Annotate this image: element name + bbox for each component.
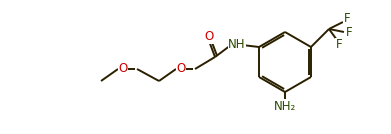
Text: F: F xyxy=(335,38,342,51)
Text: NH: NH xyxy=(228,38,246,51)
Text: O: O xyxy=(176,62,186,75)
Text: O: O xyxy=(204,31,213,44)
Text: O: O xyxy=(118,62,127,75)
Text: F: F xyxy=(346,25,352,38)
Text: F: F xyxy=(344,12,350,25)
Text: NH₂: NH₂ xyxy=(274,100,296,113)
